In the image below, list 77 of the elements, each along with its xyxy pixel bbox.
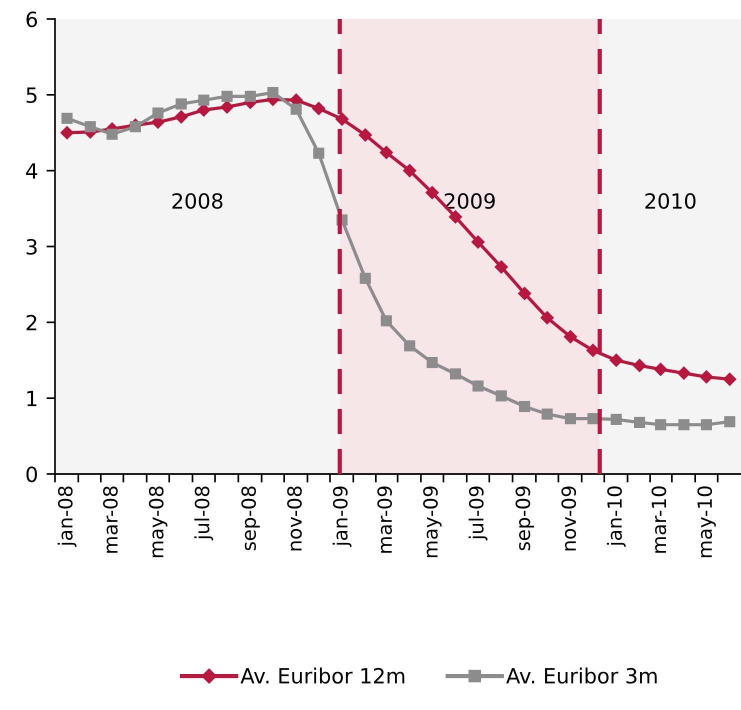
point: [448, 210, 462, 224]
point: [222, 90, 233, 102]
point: [152, 107, 164, 119]
point: [472, 380, 484, 392]
point: [60, 126, 74, 140]
x-tick-label: jan-10: [606, 486, 626, 547]
point: [678, 419, 690, 430]
x-tick-label: may-09: [423, 486, 442, 558]
point: [402, 164, 417, 178]
x-tick-label: jul-08: [194, 486, 214, 540]
point: [654, 362, 668, 376]
x-tick-label: sep-08: [241, 486, 260, 550]
point: [700, 370, 714, 384]
point: [518, 286, 532, 300]
point: [379, 146, 394, 160]
x-tick-label: mar-08: [103, 486, 118, 553]
y-tick-label: 0: [26, 466, 37, 482]
point: [632, 358, 646, 372]
point: [84, 121, 96, 132]
x-tick-label: mar-09: [377, 486, 392, 553]
point: [700, 419, 712, 430]
point: [174, 110, 188, 124]
y-tick-label: 2: [26, 314, 36, 330]
point: [677, 366, 691, 380]
x-tick-label: mar-10: [652, 486, 666, 553]
point: [335, 112, 349, 126]
point: [519, 400, 530, 412]
point: [634, 416, 646, 428]
point: [130, 121, 141, 132]
point: [106, 128, 118, 140]
x-tick-label: jan-08: [58, 486, 76, 547]
x-tick-label: nov-09: [561, 486, 576, 550]
y-tick-label: 1: [27, 390, 36, 406]
point: [244, 90, 256, 102]
point: [425, 186, 440, 200]
point: [471, 235, 485, 249]
x-tick-label: may-10: [697, 486, 716, 558]
legend-label: Av. Euribor 12m: [240, 668, 404, 684]
point: [494, 260, 508, 274]
y-tick-label: 4: [26, 163, 38, 179]
point: [609, 353, 624, 368]
point: [360, 272, 371, 284]
point: [542, 408, 553, 420]
point: [380, 315, 392, 326]
point: [312, 102, 326, 116]
point: [426, 356, 438, 368]
y-tick-label: 6: [26, 11, 38, 28]
point: [655, 419, 666, 430]
point: [722, 372, 737, 386]
band-label: 2010: [645, 193, 696, 209]
band-label: 2008: [172, 193, 222, 209]
x-tick-label: sep-09: [516, 486, 534, 550]
point: [586, 344, 600, 358]
point: [267, 87, 278, 98]
x-tick-label: may-08: [148, 486, 168, 558]
point: [176, 98, 187, 110]
y-tick-label: 3: [26, 238, 37, 255]
point: [198, 94, 210, 106]
point: [290, 104, 302, 115]
point: [540, 310, 554, 325]
band-label: 2009: [444, 193, 495, 209]
point: [610, 414, 622, 425]
legend-label: Av. Euribor 3m: [506, 668, 657, 684]
y-tick-label: 5: [26, 88, 37, 104]
point: [358, 128, 372, 142]
point: [496, 390, 507, 402]
x-tick-label: nov-08: [287, 486, 302, 550]
point: [450, 368, 462, 380]
point: [724, 416, 736, 428]
x-tick-label: jan-09: [332, 486, 352, 547]
x-tick-label: jul-09: [468, 486, 488, 540]
point: [564, 330, 578, 344]
point: [564, 413, 576, 424]
point: [313, 148, 324, 159]
point: [61, 112, 73, 124]
point: [404, 340, 416, 352]
point: [220, 100, 234, 114]
